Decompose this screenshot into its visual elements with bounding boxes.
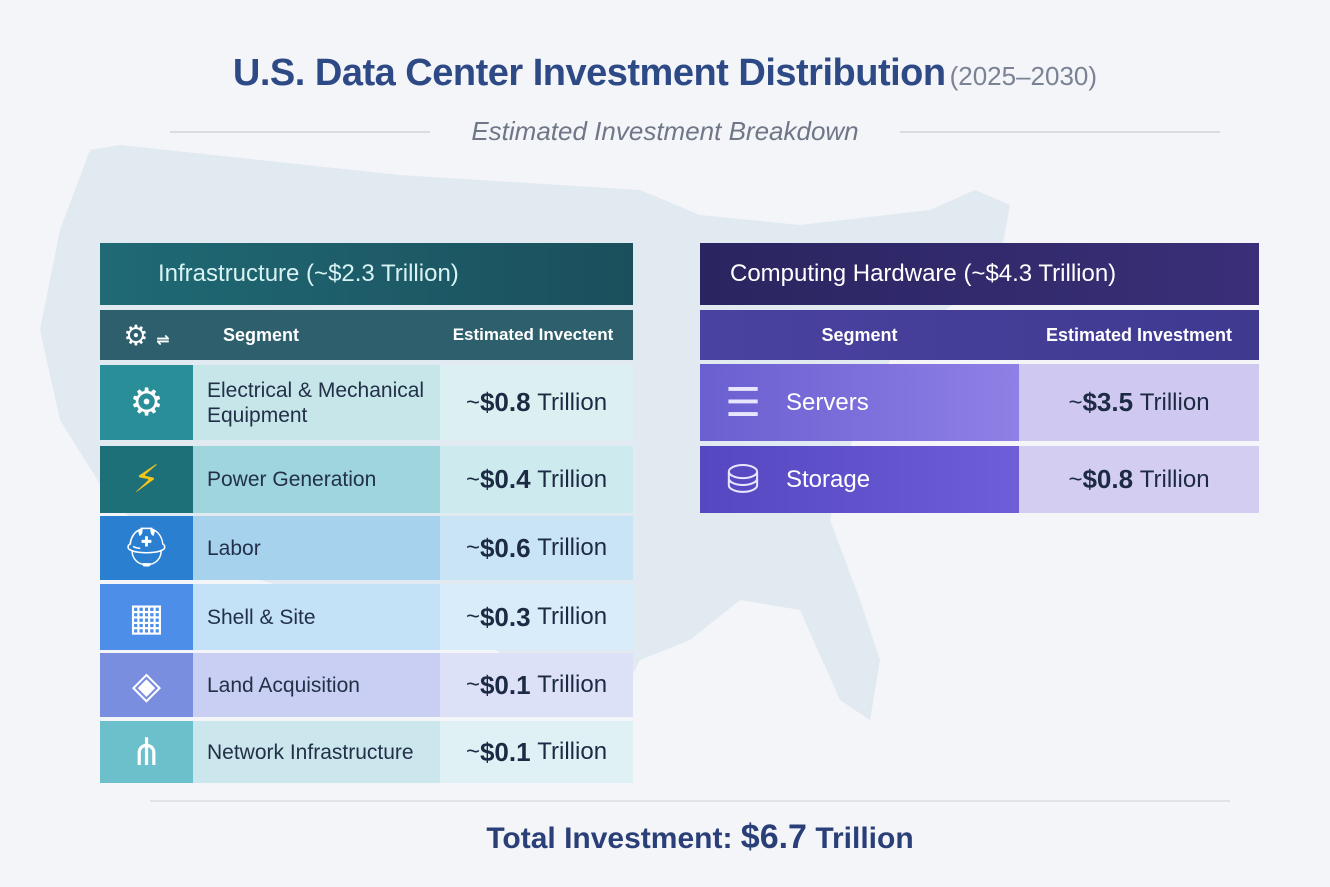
gears-icon: ⚙ xyxy=(100,365,193,440)
table-row: ▦ Shell & Site ~ $0.3 Trillion xyxy=(100,584,633,650)
segment-name: Servers xyxy=(786,388,869,416)
segment-name: Network Infrastructure xyxy=(193,721,440,783)
page-title: U.S. Data Center Investment Distribution… xyxy=(232,52,1098,94)
hard-hat-icon: ⛑ xyxy=(100,516,193,580)
table-row: ⚙ Electrical & Mechanical Equipment ~ $0.… xyxy=(100,365,633,440)
segment-value: ~ $0.1 Trillion xyxy=(440,653,633,717)
segment-name: Shell & Site xyxy=(193,584,440,650)
segment-value: ~ $0.3 Trillion xyxy=(440,584,633,650)
table-row: ⛁ Storage ~ $0.8 Trillion xyxy=(700,446,1259,513)
subtitle: Estimated Investment Breakdown xyxy=(471,116,859,146)
infrastructure-panel: Infrastructure (~$2.3 Trillion) ⚙ ⇌ Segm… xyxy=(100,243,633,783)
segment-name: Electrical & Mechanical Equipment xyxy=(193,365,440,440)
total-investment: Total Investment: $6.7 Trillion xyxy=(486,818,914,856)
table-row: ⛑ Labor ~ $0.6 Trillion xyxy=(100,516,633,580)
building-icon: ▦ xyxy=(100,584,193,650)
segment-name: Power Generation xyxy=(193,446,440,513)
hardware-column-header: Segment Estimated Investment xyxy=(700,310,1259,360)
segment-name: Land Acquisition xyxy=(193,653,440,717)
table-row: ☰ Servers ~ $3.5 Trillion xyxy=(700,364,1259,441)
server-rack-icon: ☰ xyxy=(725,380,761,425)
infrastructure-column-header: ⚙ ⇌ Segment Estimated Invectent xyxy=(100,310,633,360)
segment-value: ~ $0.8 Trillion xyxy=(1019,446,1259,513)
segment-value: ~ $0.4 Trillion xyxy=(440,446,633,513)
divider xyxy=(150,800,1230,802)
lightning-bolt-icon: ⚡ xyxy=(100,446,193,513)
segment-value: ~ $0.1 Trillion xyxy=(440,721,633,783)
hardware-header: Computing Hardware (~$4.3 Trillion) xyxy=(700,243,1259,305)
segment-cell: ☰ Servers xyxy=(700,364,1019,441)
table-row: ⋔ Network Infrastructure ~ $0.1 Trillion xyxy=(100,721,633,783)
network-icon: ⋔ xyxy=(100,721,193,783)
layers-icon: ◈ xyxy=(100,653,193,717)
year-range: (2025–2030) xyxy=(949,61,1098,91)
segment-value: ~ $3.5 Trillion xyxy=(1019,364,1259,441)
segment-name: Storage xyxy=(786,465,871,493)
gear-icon: ⚙ ⇌ xyxy=(123,319,170,351)
segment-cell: ⛁ Storage xyxy=(700,446,1019,513)
divider xyxy=(170,131,430,133)
segment-name: Labor xyxy=(193,516,440,580)
table-row: ◈ Land Acquisition ~ $0.1 Trillion xyxy=(100,653,633,717)
divider xyxy=(900,131,1220,133)
table-row: ⚡ Power Generation ~ $0.4 Trillion xyxy=(100,446,633,513)
segment-value: ~ $0.6 Trillion xyxy=(440,516,633,580)
segment-value: ~ $0.8 Trillion xyxy=(440,365,633,440)
hardware-panel: Computing Hardware (~$4.3 Trillion) Segm… xyxy=(700,243,1259,523)
database-icon: ⛁ xyxy=(726,457,760,502)
infrastructure-header: Infrastructure (~$2.3 Trillion) xyxy=(100,243,633,305)
